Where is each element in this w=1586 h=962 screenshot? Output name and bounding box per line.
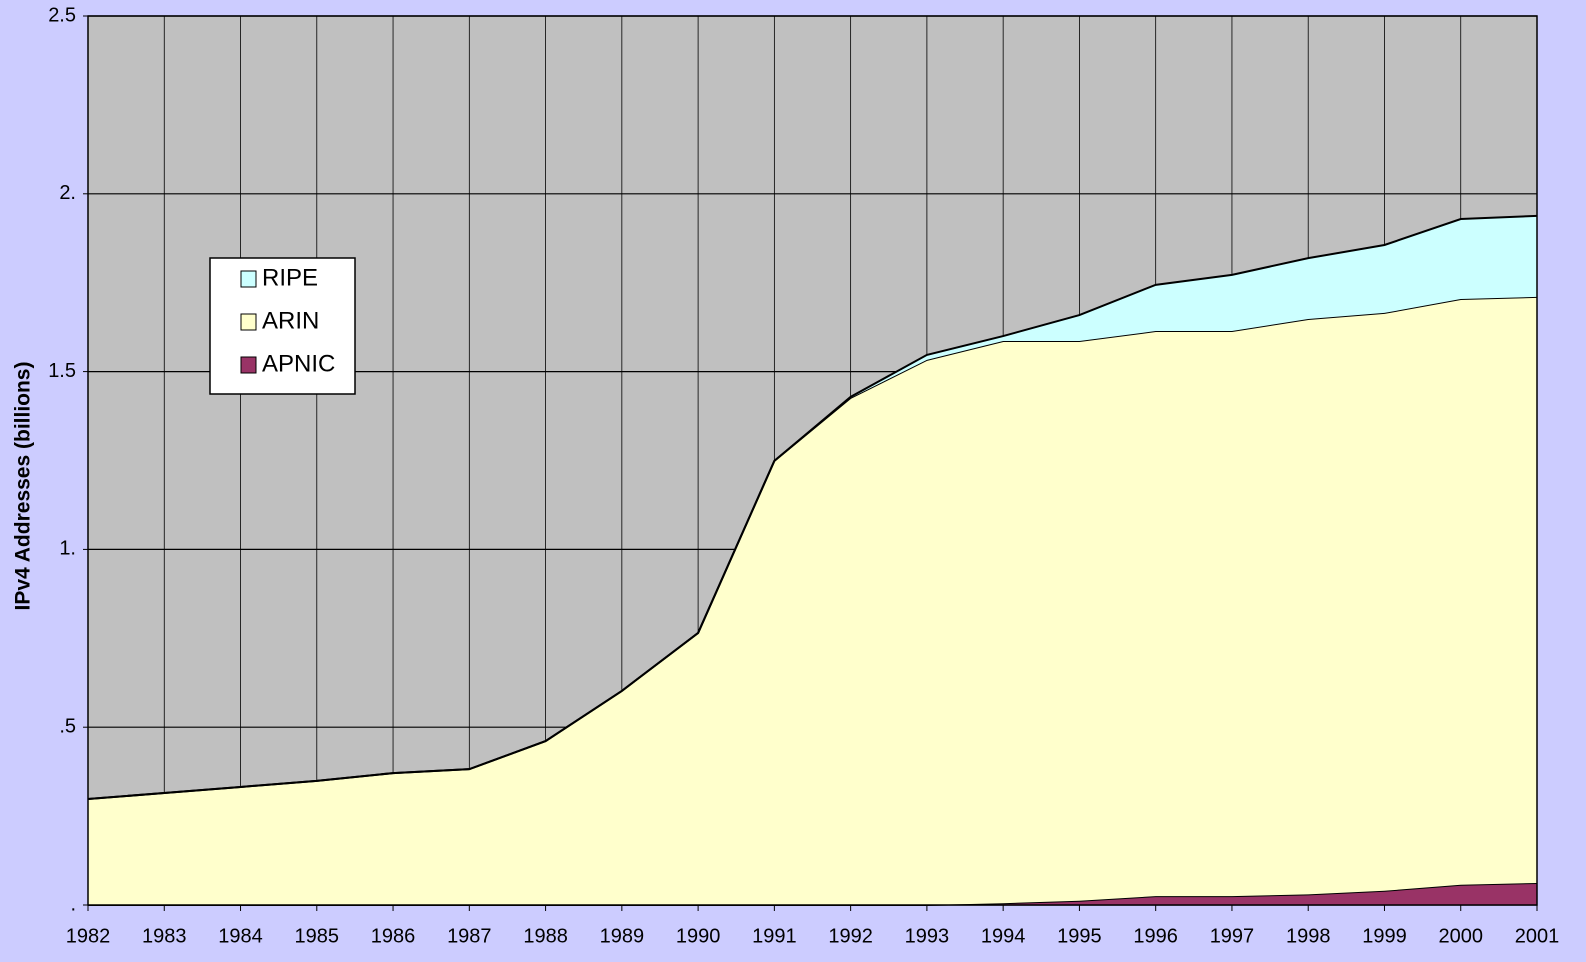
legend-label: ARIN (262, 307, 319, 334)
area (88, 296, 1537, 905)
x-tick-label: 1994 (981, 925, 1026, 947)
y-tick-label: 2. (59, 182, 76, 204)
x-tick-label: 1990 (676, 925, 721, 947)
y-tick-label: 1.5 (48, 360, 76, 382)
x-tick-label: 1985 (295, 925, 340, 947)
x-tick-label: 1983 (142, 925, 187, 947)
legend-swatch (240, 356, 257, 374)
x-tick-label: 1982 (66, 925, 111, 947)
x-tick-label: 1997 (1210, 925, 1255, 947)
x-tick-label: 1991 (752, 925, 797, 947)
x-tick-label: 2001 (1515, 925, 1560, 947)
legend-swatch (240, 313, 257, 331)
x-tick-label: 1993 (905, 925, 950, 947)
x-tick-label: 1988 (523, 925, 568, 947)
x-tick-label: 1999 (1362, 925, 1407, 947)
legend-swatch (240, 270, 257, 288)
y-tick-label: .5 (59, 715, 76, 737)
y-tick-label: . (70, 893, 76, 915)
x-tick-label: 1998 (1286, 925, 1331, 947)
area-outline (87, 214, 1538, 801)
area (88, 215, 1537, 800)
x-tick-label: 1992 (828, 925, 873, 947)
x-tick-label: 1984 (218, 925, 263, 947)
x-tick-label: 1986 (371, 925, 416, 947)
legend-label: RIPE (262, 264, 318, 291)
y-tick-label: 1. (59, 538, 76, 560)
x-tick-label: 2000 (1438, 925, 1483, 947)
x-tick-label: 1989 (600, 925, 645, 947)
y-axis-title: IPv4 Addresses (billions) (12, 362, 35, 611)
y-tick-label: 2.5 (48, 4, 76, 26)
legend-label: APNIC (262, 350, 335, 377)
area (88, 882, 1537, 905)
plot-border (87, 15, 1538, 906)
legend (209, 257, 356, 395)
x-tick-label: 1987 (447, 925, 492, 947)
x-tick-label: 1995 (1057, 925, 1102, 947)
x-tick-label: 1996 (1133, 925, 1178, 947)
